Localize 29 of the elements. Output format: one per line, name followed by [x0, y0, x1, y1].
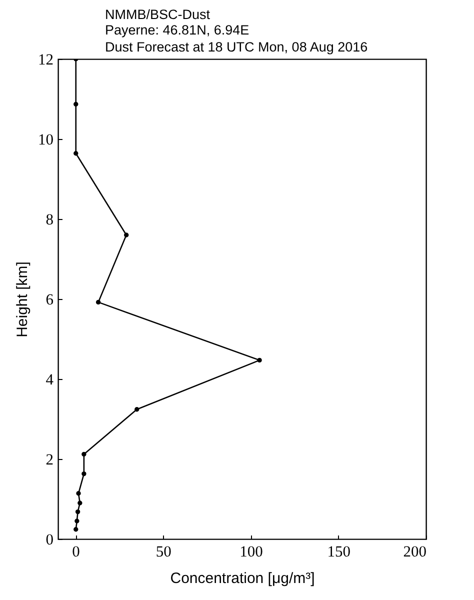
point	[82, 471, 86, 476]
y-axis-title: Height [km]	[14, 262, 31, 338]
point	[74, 151, 78, 156]
point	[134, 407, 140, 412]
y-tick-label: 0	[46, 532, 54, 548]
point	[74, 102, 78, 107]
x-tick-label: 0	[72, 544, 80, 560]
point	[124, 232, 129, 238]
y-tick-label: 8	[46, 212, 54, 228]
y-tick-label: 2	[46, 452, 54, 468]
y-tick-label: 4	[46, 372, 54, 388]
point	[257, 358, 262, 363]
y-tick-label: 12	[38, 52, 54, 68]
point	[82, 452, 86, 457]
x-axis-title: Concentration [μg/m³]	[170, 570, 315, 587]
point	[96, 300, 101, 305]
point	[74, 518, 80, 524]
point	[75, 509, 80, 514]
y-tick-label: 10	[38, 132, 54, 148]
point	[74, 527, 78, 532]
x-tick-label: 50	[156, 544, 172, 560]
point	[76, 491, 81, 496]
point	[78, 500, 82, 506]
chart-subtitle: Payerne: 46.81N, 6.94E Dust Forecast at 18 UTC Mon, 08 Aug 2016	[105, 22, 368, 54]
y-tick-label: 6	[46, 292, 54, 308]
chart-title: NMMB/BSC-Dust	[105, 7, 210, 22]
x-tick-label: 150	[327, 544, 351, 560]
x-tick-label: 100	[240, 544, 264, 560]
x-tick-label: 200	[403, 544, 427, 560]
